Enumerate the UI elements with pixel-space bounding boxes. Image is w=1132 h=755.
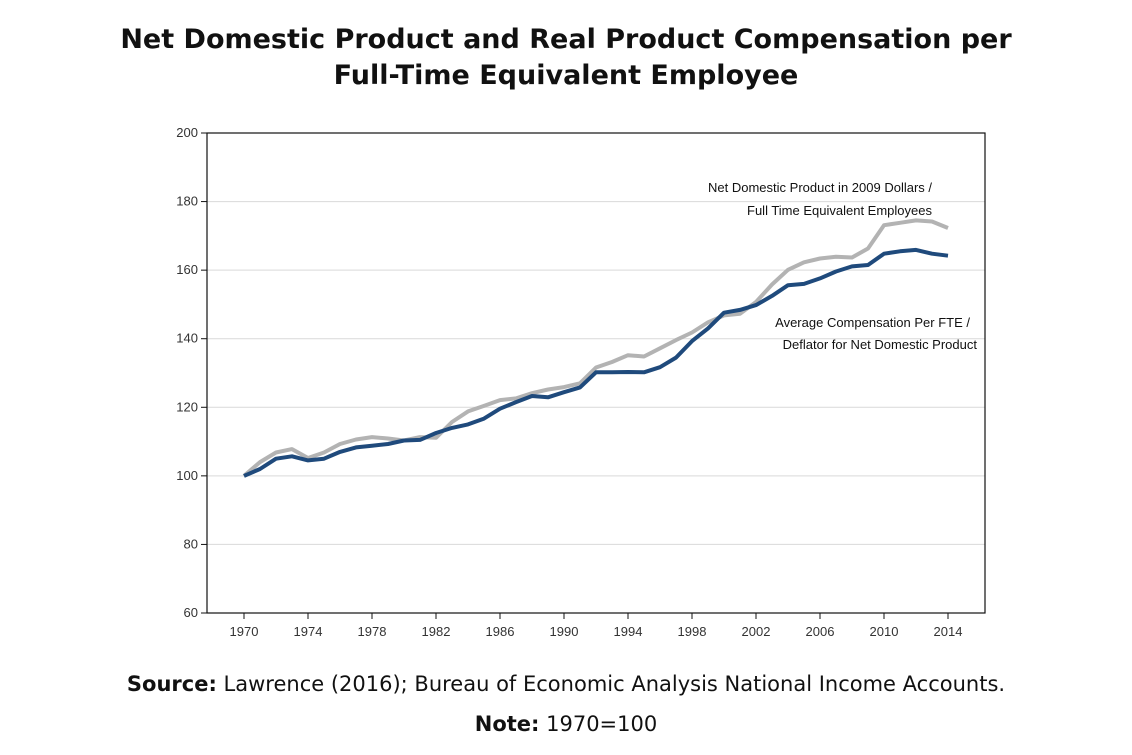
x-tick-label: 2010 xyxy=(870,624,899,639)
note-text: 1970=100 xyxy=(539,712,658,736)
source-note: Source: Lawrence (2016); Bureau of Econo… xyxy=(0,672,1132,696)
x-tick-label: 2014 xyxy=(934,624,963,639)
y-tick-label: 80 xyxy=(184,536,198,551)
x-tick-label: 1978 xyxy=(358,624,387,639)
series-label-comp-line2: Deflator for Net Domestic Product xyxy=(783,337,978,352)
note: Note: 1970=100 xyxy=(0,712,1132,736)
chart-title: Net Domestic Product and Real Product Co… xyxy=(0,22,1132,94)
y-tick-label: 100 xyxy=(176,468,198,483)
series-label-ndp-line2: Full Time Equivalent Employees xyxy=(747,203,932,218)
series-line-average-compensation xyxy=(243,247,949,478)
y-tick-label: 180 xyxy=(176,194,198,209)
y-tick-label: 200 xyxy=(176,125,198,140)
source-text: Lawrence (2016); Bureau of Economic Anal… xyxy=(216,672,1006,696)
x-tick-label: 1974 xyxy=(294,624,323,639)
x-tick-label: 1994 xyxy=(614,624,643,639)
series-line-net-domestic-product xyxy=(242,218,949,478)
x-tick-label: 1998 xyxy=(678,624,707,639)
note-label: Note: xyxy=(474,712,540,736)
x-tick-label: 1990 xyxy=(550,624,579,639)
x-tick-label: 1982 xyxy=(422,624,451,639)
y-tick-label: 120 xyxy=(176,399,198,414)
x-tick-label: 2002 xyxy=(742,624,771,639)
x-tick-label: 1970 xyxy=(230,624,259,639)
plot-frame xyxy=(206,132,986,614)
chart-title-line1: Net Domestic Product and Real Product Co… xyxy=(120,24,1012,55)
y-tick-label: 140 xyxy=(176,331,198,346)
y-tick-label: 160 xyxy=(176,262,198,277)
source-label: Source: xyxy=(126,672,217,696)
y-tick-label: 60 xyxy=(184,605,198,620)
x-tick-label: 2006 xyxy=(806,624,835,639)
x-tick-label: 1986 xyxy=(486,624,515,639)
series-label-ndp-line1: Net Domestic Product in 2009 Dollars / xyxy=(708,180,932,195)
series-label-comp-line1: Average Compensation Per FTE / xyxy=(775,315,970,330)
chart-title-line2: Full-Time Equivalent Employee xyxy=(333,60,799,91)
